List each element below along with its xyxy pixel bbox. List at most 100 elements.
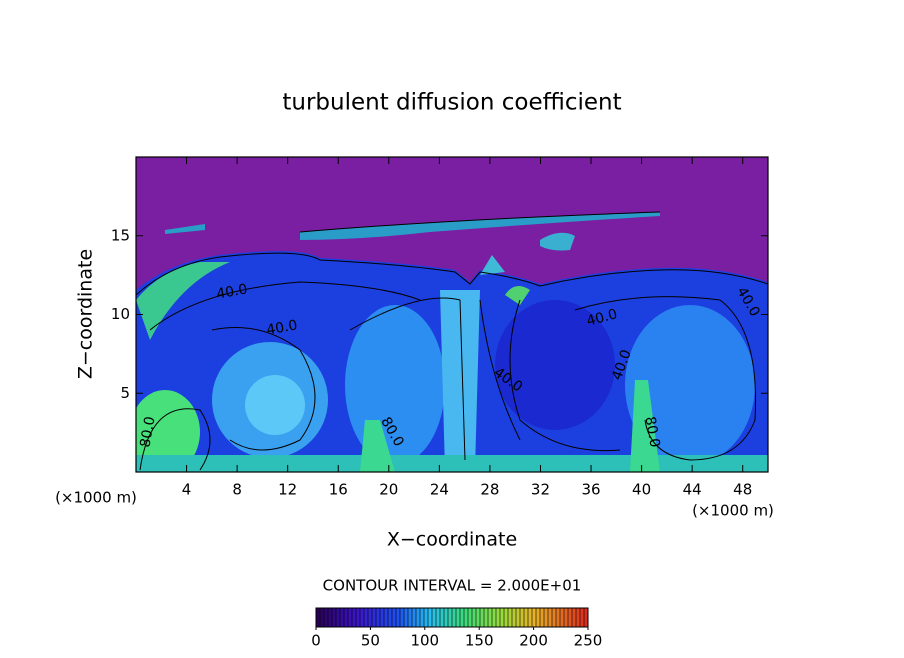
colorbar-swatch <box>316 608 320 627</box>
contour-interval: CONTOUR INTERVAL = 2.000E+01 <box>323 577 582 595</box>
colorbar-swatch <box>332 608 336 627</box>
colorbar-swatch <box>580 608 584 627</box>
colorbar-tick-label: 250 <box>574 632 603 650</box>
colorbar-swatch <box>348 608 352 627</box>
chart-title: turbulent diffusion coefficient <box>282 90 621 116</box>
colorbar-swatch <box>360 608 364 627</box>
colorbar-frame <box>315 607 589 628</box>
colorbar-swatch <box>388 608 392 627</box>
y-tick-label: 15 <box>111 226 130 244</box>
colorbar-tick-label: 150 <box>465 632 494 650</box>
x-tick-label: 48 <box>733 481 752 499</box>
x-tick-label: 36 <box>581 481 600 499</box>
colorbar-tick-label: 200 <box>519 632 548 650</box>
colorbar-swatch <box>452 608 456 627</box>
y-tick-label: 5 <box>120 384 130 402</box>
colorbar-swatch <box>320 608 324 627</box>
colorbar-swatch <box>456 608 460 627</box>
x-tick-label: 16 <box>329 481 348 499</box>
x-tick-label: 32 <box>531 481 550 499</box>
x-tick-label: 24 <box>430 481 449 499</box>
colorbar-swatch <box>512 608 516 627</box>
colorbar-swatch <box>552 608 556 627</box>
colorbar-swatch <box>448 608 452 627</box>
colorbar-tick-label: 50 <box>361 632 380 650</box>
colorbar-swatch <box>408 608 412 627</box>
colorbar-swatch <box>492 608 496 627</box>
colorbar-swatch <box>384 608 388 627</box>
colorbar-swatch <box>324 608 328 627</box>
colorbar-swatch <box>352 608 356 627</box>
colorbar-swatch <box>480 608 484 627</box>
colorbar-swatch <box>428 608 432 627</box>
colorbar-swatch <box>436 608 440 627</box>
x-tick-label: 8 <box>232 481 242 499</box>
colorbar-swatch <box>500 608 504 627</box>
colorbar-swatch <box>364 608 368 627</box>
x-tick-label: 44 <box>683 481 702 499</box>
colorbar-swatch <box>460 608 464 627</box>
colorbar-swatch <box>380 608 384 627</box>
colorbar-swatch <box>328 608 332 627</box>
colorbar-swatch <box>528 608 532 627</box>
x-tick-label: 12 <box>278 481 297 499</box>
colorbar-swatch <box>424 608 428 627</box>
colorbar-swatch <box>464 608 468 627</box>
colorbar-swatch <box>520 608 524 627</box>
x-tick-label: 40 <box>632 481 651 499</box>
x-tick-label: 28 <box>480 481 499 499</box>
colorbar-swatch <box>508 608 512 627</box>
colorbar-swatch <box>392 608 396 627</box>
colorbar-swatch <box>560 608 564 627</box>
colorbar-swatch <box>416 608 420 627</box>
colorbar-swatch <box>572 608 576 627</box>
colorbar-swatch <box>484 608 488 627</box>
colorbar-swatch <box>336 608 340 627</box>
colorbar-swatch <box>476 608 480 627</box>
colorbar-swatch <box>420 608 424 627</box>
contour-label: 40.0 <box>265 317 298 338</box>
colorbar-swatch <box>468 608 472 627</box>
y-tick-label: 10 <box>111 305 130 323</box>
colorbar-swatch <box>440 608 444 627</box>
colorbar-tick-label: 100 <box>410 632 439 650</box>
colorbar-swatch <box>584 608 588 627</box>
colorbar-swatch <box>504 608 508 627</box>
colorbar-swatch <box>340 608 344 627</box>
colorbar-swatch <box>524 608 528 627</box>
colorbar-swatch <box>556 608 560 627</box>
contour-field <box>136 157 768 472</box>
colorbar-swatch <box>536 608 540 627</box>
colorbar-swatch <box>400 608 404 627</box>
colorbar-swatch <box>344 608 348 627</box>
contour-label: 80.0 <box>641 415 662 448</box>
x-unit-label: (×1000 m) <box>55 489 137 507</box>
colorbar-swatch <box>432 608 436 627</box>
colorbar-tick-label: 0 <box>311 632 321 650</box>
x-axis-label: X−coordinate <box>387 529 517 551</box>
colorbar-swatch <box>544 608 548 627</box>
colorbar-swatch <box>496 608 500 627</box>
x-tick-label: 20 <box>379 481 398 499</box>
colorbar-swatch <box>404 608 408 627</box>
x-tick-label: 4 <box>182 481 192 499</box>
x-unit-label: (×1000 m) <box>692 502 774 520</box>
contour-label: 40.0 <box>215 281 248 302</box>
colorbar-swatch <box>568 608 572 627</box>
colorbar-swatch <box>488 608 492 627</box>
colorbar-swatch <box>372 608 376 627</box>
colorbar-swatch <box>444 608 448 627</box>
colorbar-swatch <box>540 608 544 627</box>
colorbar-swatch <box>472 608 476 627</box>
colorbar-swatch <box>376 608 380 627</box>
contour-label: 80.0 <box>137 415 158 448</box>
colorbar-swatch <box>564 608 568 627</box>
colorbar-swatch <box>412 608 416 627</box>
y-axis-label: Z−coordinate <box>75 249 97 379</box>
colorbar-swatch <box>396 608 400 627</box>
colorbar-swatch <box>368 608 372 627</box>
colorbar-swatch <box>516 608 520 627</box>
contour-label: 40.0 <box>585 306 619 330</box>
colorbar-swatch <box>532 608 536 627</box>
